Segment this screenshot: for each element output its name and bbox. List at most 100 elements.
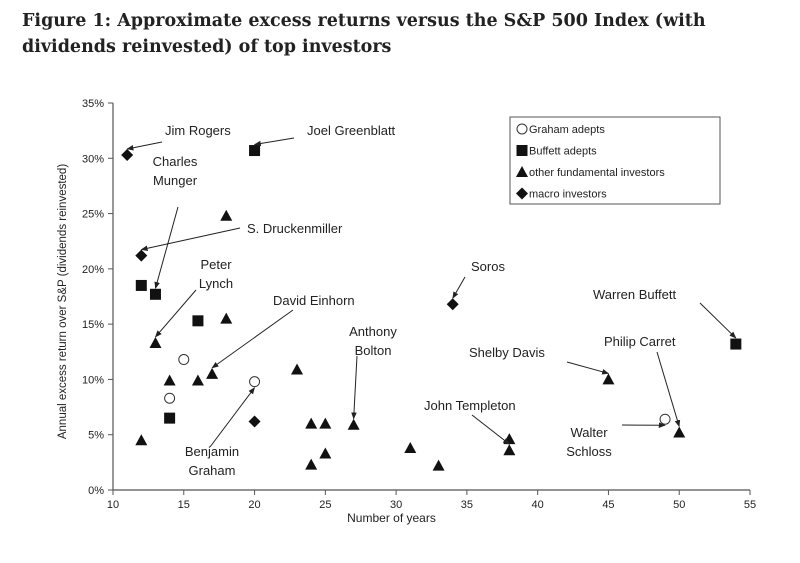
data-point — [248, 415, 261, 428]
annotation-label: Graham — [189, 463, 236, 478]
annotation-arrow — [253, 137, 295, 147]
annotation: Walter Schloss — [566, 422, 666, 459]
annotation-label: Jim Rogers — [165, 123, 231, 138]
annotation: David Einhorn — [211, 293, 355, 369]
data-point — [319, 417, 332, 429]
data-point — [730, 338, 742, 350]
annotation-label: S. Druckenmiller — [247, 221, 343, 236]
data-point — [192, 315, 204, 327]
data-point — [135, 249, 148, 262]
legend-marker — [516, 123, 528, 135]
x-tick-label: 35 — [461, 499, 473, 511]
annotation: S. Druckenmiller — [140, 221, 343, 251]
y-tick-label: 10% — [82, 374, 104, 386]
legend-marker — [516, 166, 528, 177]
y-tick-label: 15% — [82, 319, 104, 331]
annotation-arrow — [155, 289, 197, 338]
annotation-label: Philip Carret — [604, 334, 676, 349]
annotation-arrow — [140, 227, 241, 251]
data-point — [220, 312, 233, 324]
chart-title: Figure 1: Approximate excess returns ver… — [22, 11, 706, 57]
legend-label: other fundamental investors — [529, 167, 665, 179]
annotation-label: David Einhorn — [273, 293, 355, 308]
data-point — [404, 441, 417, 453]
series-buffett-adepts — [135, 145, 742, 424]
data-point — [673, 426, 686, 438]
data-point — [659, 413, 671, 425]
annotation-label: Lynch — [199, 276, 233, 291]
annotation-label: Schloss — [566, 444, 612, 459]
annotation: Benjamin Graham — [185, 387, 255, 478]
data-point — [206, 367, 219, 379]
x-tick-label: 25 — [319, 499, 331, 511]
x-tick-label: 15 — [178, 499, 190, 511]
data-point — [220, 209, 233, 221]
legend-label: macro investors — [529, 189, 607, 201]
annotation: John Templeton — [424, 398, 516, 445]
data-point — [191, 374, 204, 386]
annotation-arrow — [452, 276, 466, 299]
annotation-label: Shelby Davis — [469, 345, 545, 360]
data-point — [319, 447, 332, 459]
annotation-arrow — [699, 302, 737, 339]
annotation: Soros — [452, 259, 505, 299]
annotation-arrow — [154, 206, 179, 289]
data-point — [121, 148, 134, 161]
data-point — [163, 374, 176, 386]
y-tick-label: 25% — [82, 209, 104, 221]
annotation: Shelby Davis — [469, 345, 610, 375]
annotation-arrow — [471, 414, 510, 445]
data-point — [446, 298, 459, 311]
data-point — [602, 373, 615, 385]
data-point — [178, 354, 190, 366]
x-tick-label: 45 — [602, 499, 614, 511]
x-tick-label: 40 — [532, 499, 544, 511]
data-point — [149, 288, 161, 300]
annotation-label: Joel Greenblatt — [307, 123, 396, 138]
data-point — [432, 459, 445, 471]
annotation-arrow — [211, 309, 294, 369]
annotation: Jim Rogers — [126, 123, 231, 151]
annotation-label: Bolton — [355, 343, 392, 358]
annotation-label: Anthony — [349, 324, 397, 339]
legend-marker — [516, 145, 528, 156]
data-point — [305, 458, 318, 470]
legend-label: Buffett adepts — [529, 146, 597, 158]
y-axis-label: Annual excess return over S&P (dividends… — [57, 164, 69, 439]
y-tick-label: 0% — [88, 485, 104, 497]
data-point — [249, 145, 261, 157]
annotation: Charles Munger — [153, 154, 198, 289]
annotation-arrow — [209, 387, 255, 448]
annotation: Philip Carret — [604, 334, 681, 428]
y-tick-label: 5% — [88, 430, 104, 442]
data-point — [291, 363, 304, 375]
annotation-arrow — [126, 141, 163, 151]
data-point — [249, 376, 261, 388]
annotation-label: Walter — [570, 425, 608, 440]
x-tick-label: 55 — [744, 499, 756, 511]
annotation-label: Soros — [471, 259, 505, 274]
y-tick-label: 35% — [82, 98, 104, 110]
series-macro-investors — [121, 148, 459, 428]
legend-box — [509, 116, 721, 205]
x-tick-label: 10 — [107, 499, 119, 511]
x-axis-label: Number of years — [347, 511, 436, 525]
x-tick-label: 50 — [673, 499, 685, 511]
annotation-arrow — [656, 351, 681, 428]
legend-label: Graham adepts — [529, 124, 605, 136]
annotation: Anthony Bolton — [349, 324, 397, 420]
annotation-label: John Templeton — [424, 398, 516, 413]
data-point — [164, 392, 176, 404]
annotation-label: Benjamin — [185, 444, 239, 459]
data-point — [149, 336, 162, 348]
x-tick-label: 20 — [248, 499, 260, 511]
data-point — [503, 433, 516, 445]
data-point — [135, 434, 148, 446]
annotation: Warren Buffett — [593, 287, 737, 339]
data-point — [503, 444, 516, 456]
legend-marker — [516, 187, 528, 200]
annotation-arrow — [566, 361, 610, 375]
annotation-label: Munger — [153, 173, 198, 188]
annotation: Joel Greenblatt — [253, 123, 396, 147]
